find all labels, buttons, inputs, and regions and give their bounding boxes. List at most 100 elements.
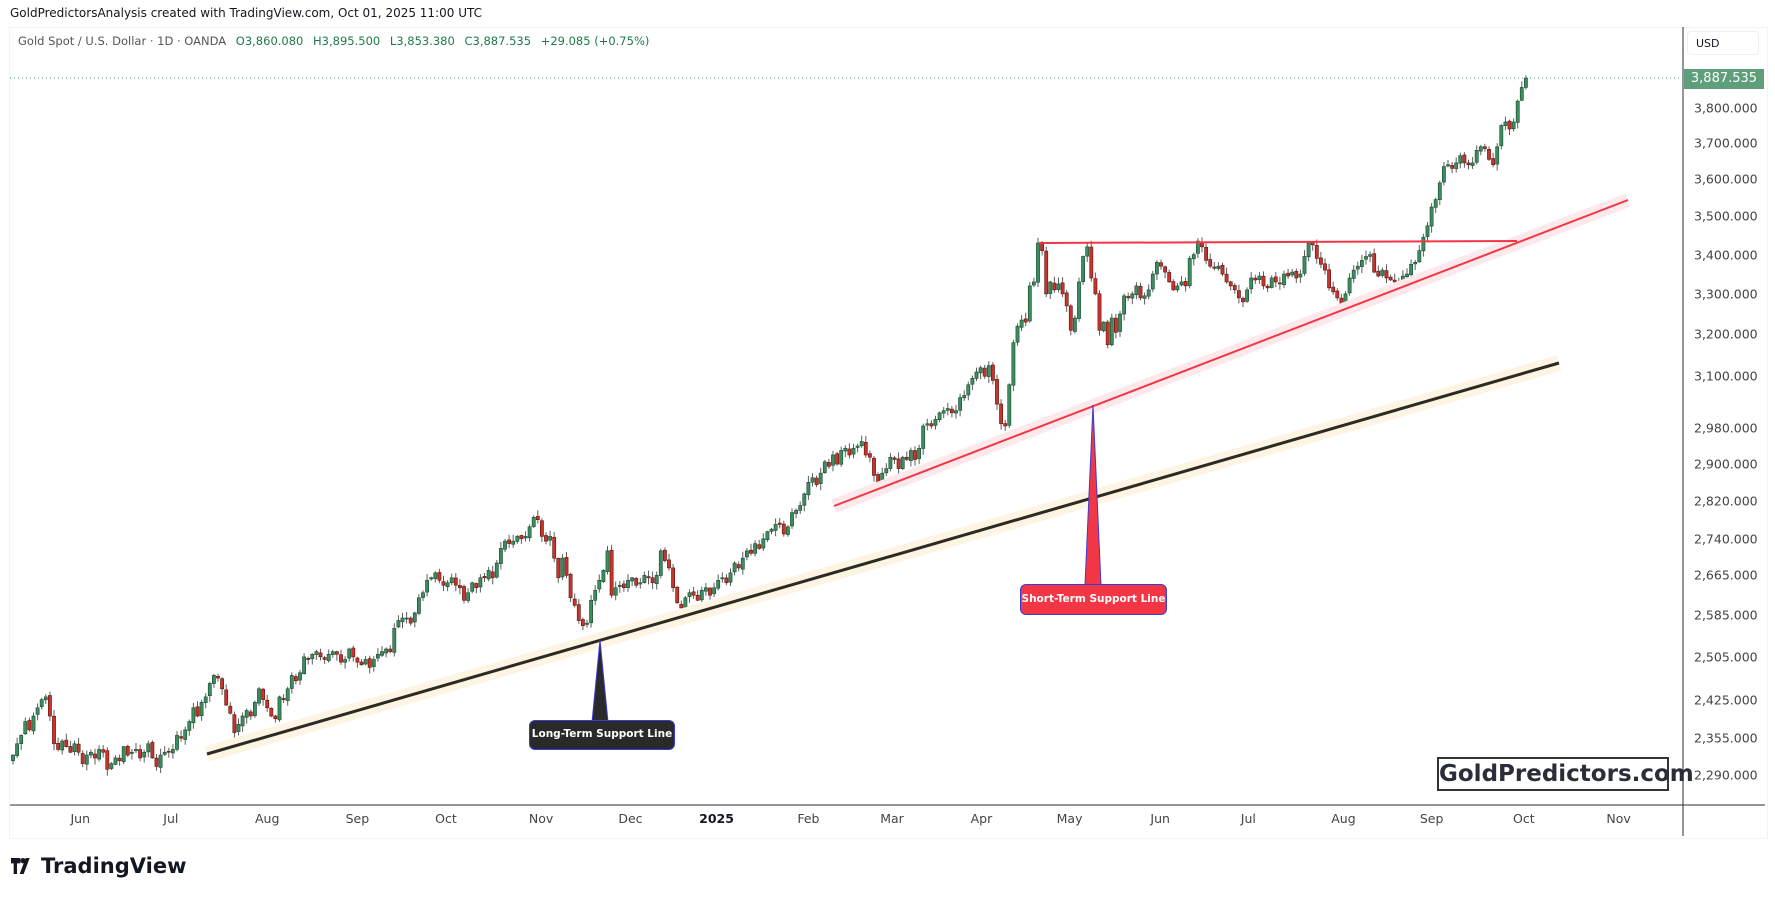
candle-body-down — [367, 658, 372, 668]
candle — [1478, 144, 1483, 156]
candle-body-up — [798, 505, 803, 511]
time-tick-label: Nov — [1606, 811, 1631, 826]
candle-body-down — [1023, 318, 1028, 323]
candle — [1429, 203, 1434, 233]
candle — [388, 645, 393, 654]
candle-body-down — [359, 661, 364, 666]
candle — [580, 617, 585, 631]
candle — [261, 687, 266, 706]
candles-group — [11, 75, 1528, 776]
candle-body-up — [654, 575, 659, 585]
candle — [1191, 252, 1196, 266]
candle-body-up — [203, 696, 208, 703]
candle-body-up — [11, 754, 15, 762]
candle — [1257, 271, 1262, 285]
candle-body-down — [453, 577, 458, 586]
price-tick-label: 2,740.000 — [1694, 531, 1758, 547]
candle — [1376, 265, 1381, 278]
candle-body-up — [412, 612, 417, 623]
candle-body-up — [843, 447, 848, 452]
currency-button[interactable]: USD — [1687, 31, 1759, 55]
candle-body-down — [228, 705, 233, 714]
candle-body-down — [437, 572, 442, 581]
resistance-line[interactable] — [1038, 240, 1518, 244]
candle-body-up — [1306, 242, 1311, 258]
candle — [966, 381, 971, 401]
candle-body-up — [416, 597, 421, 614]
candle-body-up — [240, 715, 245, 727]
candle-body-up — [1519, 87, 1524, 101]
candle — [277, 695, 282, 722]
short-term-support-line[interactable] — [833, 199, 1629, 507]
short-term-support-callout[interactable]: Short-Term Support Line — [1020, 584, 1167, 615]
candle — [1298, 269, 1303, 283]
candle-body-down — [1105, 321, 1110, 346]
candle — [1355, 261, 1360, 275]
price-tick-label: 2,665.000 — [1694, 567, 1758, 583]
candle-body-up — [605, 550, 610, 572]
candle — [1417, 245, 1422, 263]
candle — [228, 702, 233, 715]
candle — [1347, 273, 1352, 296]
candle-body-down — [261, 688, 266, 700]
long-term-support-line[interactable] — [206, 361, 1560, 756]
candle — [93, 748, 97, 765]
candle-body-down — [835, 453, 840, 465]
candle — [306, 656, 311, 665]
candle-body-down — [1483, 146, 1487, 149]
candle — [76, 737, 81, 756]
candle-body-up — [187, 721, 192, 731]
candle-body-up — [1269, 277, 1274, 288]
candle — [273, 714, 278, 723]
candle-body-up — [310, 653, 315, 660]
candle — [703, 583, 708, 596]
candle-body-down — [1089, 246, 1094, 279]
candle — [757, 539, 762, 550]
candle — [236, 718, 241, 736]
candle-body-up — [548, 536, 553, 541]
candle — [392, 623, 397, 657]
candle — [445, 579, 450, 592]
candle-body-up — [617, 584, 622, 587]
candle-body-down — [1220, 264, 1225, 275]
candle-body-down — [322, 657, 327, 660]
tradingview-logo[interactable]: TradingView — [11, 854, 186, 878]
candle — [1196, 238, 1200, 259]
candle — [978, 365, 983, 380]
candle-body-up — [638, 582, 643, 585]
candle-body-up — [466, 592, 471, 601]
candle-body-up — [802, 493, 807, 506]
long-term-support-callout[interactable]: Long-Term Support Line — [529, 720, 675, 750]
candle-body-down — [1265, 285, 1270, 289]
candle — [990, 361, 995, 385]
candle — [826, 458, 831, 469]
candle-body-up — [1364, 256, 1368, 260]
candle-body-down — [507, 539, 512, 544]
candle — [888, 453, 893, 472]
candle-body-up — [212, 675, 216, 684]
candle — [831, 450, 835, 472]
price-tick-label: 2,900.000 — [1694, 456, 1758, 472]
candle-body-up — [162, 751, 167, 755]
candle-body-up — [121, 746, 126, 763]
candle-body-down — [1052, 282, 1057, 291]
candle — [84, 750, 89, 771]
candle-body-up — [31, 715, 36, 732]
candle — [585, 619, 589, 628]
candle-body-down — [757, 544, 762, 549]
candle — [89, 749, 93, 759]
candle-body-down — [1163, 266, 1168, 273]
candle-body-down — [334, 651, 339, 655]
candle-body-down — [896, 458, 901, 469]
candle — [474, 582, 479, 594]
candle-body-down — [1372, 253, 1377, 273]
candle — [253, 700, 257, 718]
candle-body-up — [527, 526, 532, 539]
candle-body-down — [736, 564, 741, 569]
candle-body-up — [380, 651, 384, 656]
candle-body-up — [716, 579, 721, 589]
candle-body-up — [429, 577, 434, 580]
candle — [630, 576, 635, 587]
symbol-name[interactable]: Gold Spot / U.S. Dollar · 1D · OANDA — [18, 34, 227, 48]
